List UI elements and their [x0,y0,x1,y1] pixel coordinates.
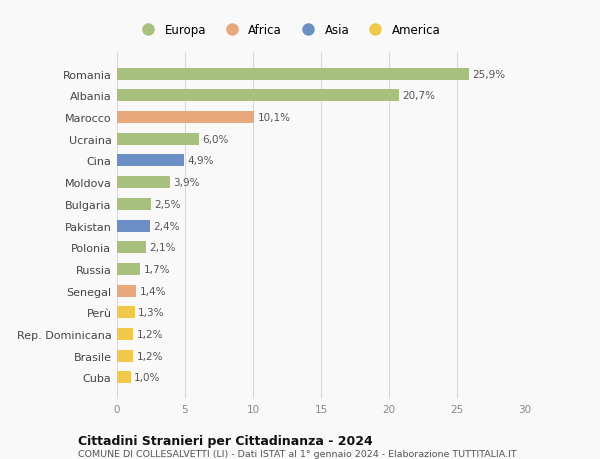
Text: 1,4%: 1,4% [139,286,166,296]
Text: 4,9%: 4,9% [187,156,214,166]
Bar [117,90,398,102]
Text: 3,9%: 3,9% [173,178,200,188]
Text: 6,0%: 6,0% [202,134,229,145]
Text: 25,9%: 25,9% [473,69,506,79]
Text: 2,5%: 2,5% [154,199,181,209]
Text: 1,2%: 1,2% [137,329,163,339]
Text: 10,1%: 10,1% [258,113,291,123]
Text: 1,2%: 1,2% [137,351,163,361]
Text: 20,7%: 20,7% [402,91,435,101]
Bar [117,112,254,124]
Bar [117,263,140,275]
Text: Cittadini Stranieri per Cittadinanza - 2024: Cittadini Stranieri per Cittadinanza - 2… [78,434,373,447]
Bar [117,350,133,362]
Text: 1,7%: 1,7% [143,264,170,274]
Bar [117,134,199,146]
Bar [117,328,133,340]
Bar [117,307,134,319]
Text: 2,1%: 2,1% [149,243,175,253]
Bar [117,198,151,210]
Bar [117,68,469,80]
Legend: Europa, Africa, Asia, America: Europa, Africa, Asia, America [136,24,440,37]
Text: 2,4%: 2,4% [153,221,179,231]
Bar [117,372,131,384]
Text: 1,3%: 1,3% [138,308,164,318]
Bar [117,155,184,167]
Text: COMUNE DI COLLESALVETTI (LI) - Dati ISTAT al 1° gennaio 2024 - Elaborazione TUTT: COMUNE DI COLLESALVETTI (LI) - Dati ISTA… [78,449,517,458]
Bar [117,220,149,232]
Bar [117,285,136,297]
Text: 1,0%: 1,0% [134,373,160,383]
Bar [117,242,146,254]
Bar [117,177,170,189]
